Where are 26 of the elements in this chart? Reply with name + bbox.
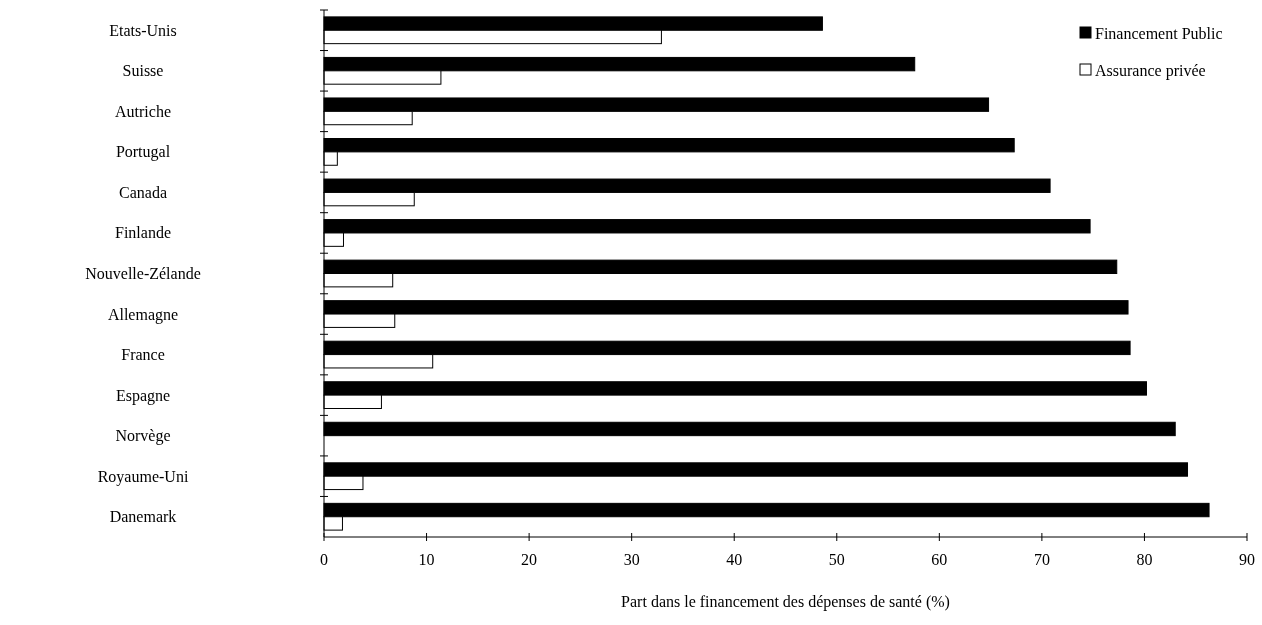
y-tick-label: Canada xyxy=(119,183,167,201)
y-tick-label: Nouvelle-Zélande xyxy=(85,265,201,282)
legend-label: Assurance privée xyxy=(1095,61,1206,80)
x-tick-label: 20 xyxy=(521,551,538,568)
x-tick-label: 40 xyxy=(726,551,743,568)
x-tick-label: 60 xyxy=(931,551,948,568)
y-tick-label: Autriche xyxy=(115,102,171,120)
x-tick-label: 90 xyxy=(1239,551,1255,568)
y-tick-label: Espagne xyxy=(115,386,171,405)
y-tick-label: Etats-Unis xyxy=(109,21,177,39)
x-tick-label: 10 xyxy=(418,551,435,568)
x-tick-label: 80 xyxy=(1136,551,1153,568)
y-tick-label: Portugal xyxy=(115,143,171,162)
x-tick-label: 50 xyxy=(828,551,845,568)
y-tick-label: Danemark xyxy=(109,508,177,526)
y-tick-label: Norvège xyxy=(115,427,171,446)
x-tick-label: 70 xyxy=(1033,551,1050,568)
y-tick-label: Suisse xyxy=(122,62,164,80)
y-tick-label: Royaume-Uni xyxy=(97,467,189,486)
x-axis-title: Part dans le financement des dépenses de santé (%) xyxy=(621,593,950,611)
y-tick-label: Allemagne xyxy=(107,305,179,324)
legend-label: Financement Public xyxy=(1095,24,1223,42)
x-tick-label: 30 xyxy=(623,551,640,568)
y-tick-label: France xyxy=(121,346,165,364)
x-tick-label: 0 xyxy=(320,551,328,568)
y-tick-label: Finlande xyxy=(115,224,171,242)
